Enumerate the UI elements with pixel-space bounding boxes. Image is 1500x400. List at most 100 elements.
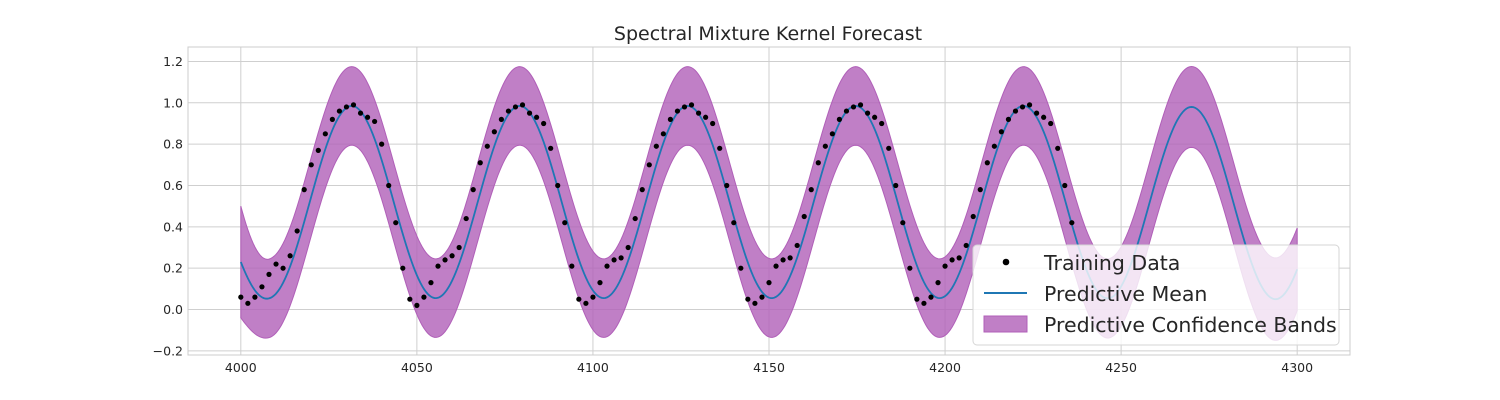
training-data-point: [695, 110, 702, 116]
training-data-point: [829, 131, 835, 137]
y-tick-label: −0.2: [153, 343, 183, 358]
training-data-point: [667, 116, 674, 122]
training-data-point: [780, 257, 786, 263]
training-data-point: [442, 257, 448, 263]
x-tick-label: 4000: [225, 360, 257, 375]
legend-label-training-data: Training Data: [1043, 251, 1180, 275]
plot-frame: [187, 46, 1351, 356]
training-data-point: [928, 294, 934, 300]
training-data-point: [752, 300, 758, 306]
training-data-point: [449, 253, 455, 259]
training-data-point: [822, 143, 828, 149]
training-data-point: [386, 182, 392, 189]
legend-label-confidence-bands: Predictive Confidence Bands: [1044, 313, 1337, 337]
training-data-point: [639, 187, 645, 193]
y-tick-label: 0.4: [163, 219, 183, 234]
training-data-point: [1041, 114, 1047, 120]
training-data-point: [421, 294, 427, 300]
training-data-point: [505, 108, 512, 114]
training-data-point: [1055, 145, 1061, 151]
training-data-point: [879, 120, 885, 127]
x-tick-label: 4200: [929, 360, 961, 375]
training-data-point: [350, 102, 357, 108]
training-data-point: [287, 253, 293, 259]
training-data-point: [569, 263, 575, 269]
training-data-point: [245, 300, 251, 306]
training-data-point: [660, 131, 666, 137]
training-data-point: [1069, 220, 1075, 226]
training-data-point: [266, 271, 272, 277]
training-data-point: [576, 296, 582, 302]
y-tick-label: 0.6: [163, 178, 183, 193]
training-data-point: [900, 220, 906, 226]
training-data-point: [773, 263, 779, 269]
training-data-point: [794, 242, 800, 249]
y-tick-label: 0.0: [163, 302, 183, 317]
training-data-point: [562, 220, 568, 226]
training-data-point: [745, 296, 751, 302]
training-data-point: [379, 141, 385, 147]
legend-label-predictive-mean: Predictive Mean: [1044, 282, 1207, 306]
training-data-point: [393, 220, 399, 226]
training-data-point: [935, 280, 941, 286]
training-data-point: [907, 265, 913, 271]
training-data-point: [703, 114, 709, 120]
training-data-point: [463, 215, 469, 222]
chart-title: Spectral Mixture Kernel Forecast: [614, 23, 922, 45]
training-data-point: [301, 187, 307, 193]
training-data-point: [991, 143, 997, 149]
training-data-point: [428, 280, 434, 286]
training-data-point: [590, 294, 596, 300]
training-data-point: [1026, 102, 1033, 108]
training-data-point: [850, 104, 857, 110]
training-data-point: [963, 242, 969, 249]
training-data-point: [836, 116, 843, 122]
training-data-point: [273, 261, 279, 267]
legend: Training Data Predictive Mean Predictive…: [972, 244, 1340, 346]
training-data-point: [738, 265, 744, 271]
training-data-point: [956, 255, 962, 261]
training-data-point: [646, 162, 652, 168]
training-data-point: [294, 228, 300, 234]
training-data-point: [942, 263, 948, 269]
training-data-point: [498, 116, 504, 122]
x-tick-label: 4250: [1105, 360, 1137, 375]
training-data-point: [1034, 110, 1040, 116]
training-data-point: [674, 108, 681, 114]
training-data-point: [1048, 120, 1054, 127]
training-data-point: [1019, 104, 1026, 110]
training-data-point: [893, 182, 899, 189]
training-data-point: [470, 187, 476, 193]
training-data-point: [1005, 116, 1012, 122]
training-data-point: [597, 280, 603, 286]
training-data-point: [921, 300, 927, 306]
training-data-point: [407, 296, 413, 302]
training-data-point: [583, 300, 589, 306]
training-data-point: [329, 116, 335, 122]
training-data-point: [1012, 108, 1019, 114]
training-data-point: [414, 302, 420, 308]
training-data-point: [435, 263, 441, 269]
training-data-point: [914, 296, 920, 302]
training-data-point: [238, 294, 244, 300]
training-data-point: [970, 213, 976, 220]
training-data-point: [280, 265, 286, 271]
training-data-point: [541, 120, 547, 127]
training-data-point: [364, 114, 371, 120]
x-tick-label: 4150: [753, 360, 785, 375]
training-data-point: [864, 110, 871, 116]
training-data-point: [512, 104, 519, 110]
training-data-point: [618, 255, 624, 261]
training-data-point: [534, 114, 540, 120]
training-data-point: [548, 145, 554, 151]
training-data-point: [343, 104, 350, 110]
y-tick-label: 0.8: [163, 137, 183, 152]
x-tick-label: 4300: [1281, 360, 1313, 375]
training-data-point: [984, 160, 990, 166]
legend-marker-confidence-bands: [983, 315, 1028, 333]
training-data-point: [456, 244, 462, 251]
training-data-point: [336, 108, 343, 114]
x-tick-label: 4100: [577, 360, 609, 375]
training-data-point: [477, 160, 483, 166]
